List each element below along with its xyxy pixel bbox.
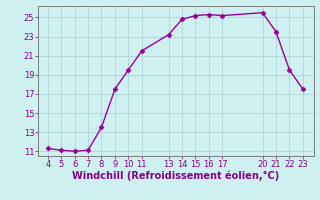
X-axis label: Windchill (Refroidissement éolien,°C): Windchill (Refroidissement éolien,°C) — [72, 171, 280, 181]
